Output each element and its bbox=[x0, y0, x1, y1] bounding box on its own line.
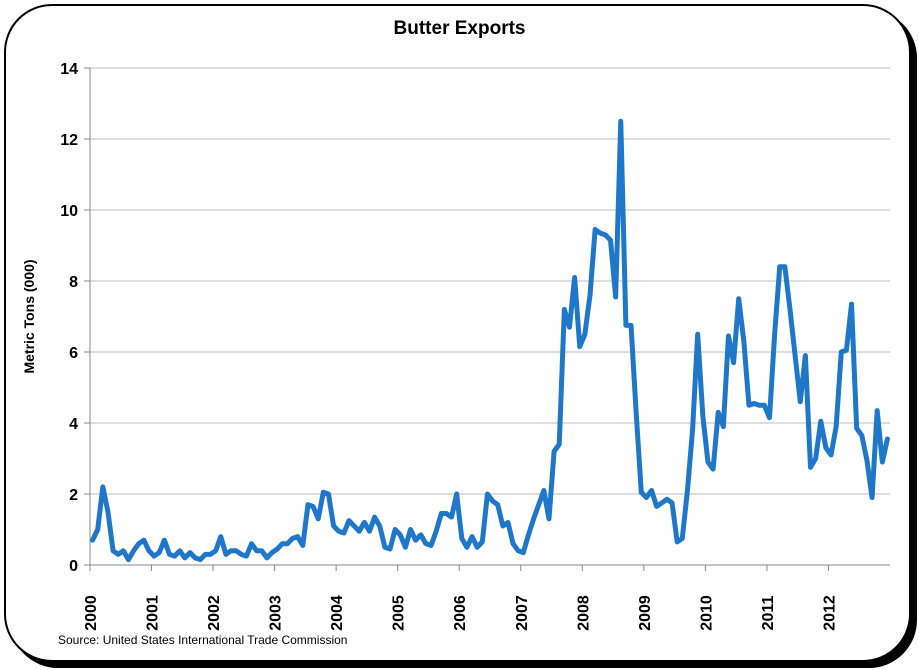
x-tick-label: 2008 bbox=[575, 595, 592, 631]
chart-title: Butter Exports bbox=[393, 18, 526, 39]
y-tick-label: 14 bbox=[60, 61, 78, 78]
series-line-butter-exports bbox=[90, 118, 890, 563]
y-tick-label: 4 bbox=[69, 416, 78, 433]
source-note: Source: United States International Trad… bbox=[58, 633, 348, 647]
x-tick-label: 2010 bbox=[698, 595, 715, 631]
x-tick-label: 2005 bbox=[391, 595, 408, 631]
y-tick-label: 10 bbox=[60, 203, 78, 220]
x-tick-label: 2003 bbox=[268, 595, 285, 631]
x-tick-label: 2000 bbox=[83, 595, 100, 631]
x-tick-label: 2001 bbox=[145, 595, 162, 631]
chart-frame bbox=[4, 4, 911, 662]
y-tick-label: 8 bbox=[69, 274, 78, 291]
y-tick-label: 0 bbox=[69, 558, 78, 575]
gridlines bbox=[90, 67, 890, 495]
x-tick-label: 2004 bbox=[329, 595, 346, 631]
x-tick-label: 2012 bbox=[821, 595, 838, 631]
series-group bbox=[90, 118, 890, 563]
x-tick-labels: 2000 2001 2002 2003 2004 2005 2006 2007 2008 2009… bbox=[83, 595, 838, 631]
y-tick-label: 6 bbox=[69, 345, 78, 362]
x-tick-label: 2002 bbox=[206, 595, 223, 631]
y-axis-label: Metric Tons (000) bbox=[21, 259, 37, 373]
x-tick-label: 2006 bbox=[452, 595, 469, 631]
x-tick-label: 2011 bbox=[760, 596, 777, 631]
y-tick-label: 2 bbox=[69, 487, 78, 504]
y-tick-labels: 0 2 4 6 8 10 12 14 bbox=[60, 61, 78, 575]
x-tick-label: 2007 bbox=[514, 595, 531, 631]
axes bbox=[84, 67, 890, 571]
y-tick-label: 12 bbox=[60, 132, 78, 149]
x-tick-label: 2009 bbox=[637, 595, 654, 631]
